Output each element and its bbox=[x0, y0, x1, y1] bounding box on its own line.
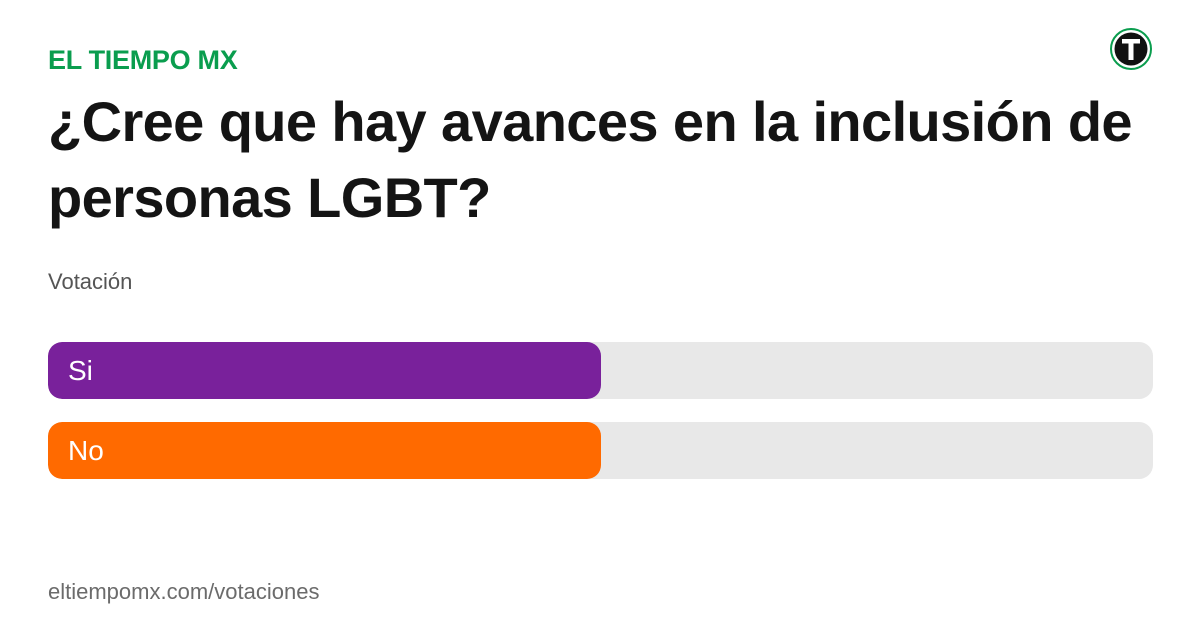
footer-link[interactable]: eltiempomx.com/votaciones bbox=[48, 579, 320, 604]
poll-option-label: Si bbox=[68, 355, 93, 386]
poll-type-label: Votación bbox=[48, 269, 133, 294]
poll-option-label: No bbox=[68, 435, 104, 466]
poll-question: ¿Cree que hay avances en la inclusión de… bbox=[48, 90, 1133, 229]
el-tiempo-logo-icon bbox=[1110, 28, 1152, 70]
logo-letter-stem bbox=[1128, 39, 1134, 60]
poll-option-si[interactable]: Si bbox=[48, 342, 1153, 399]
brand-name: EL TIEMPO MX bbox=[48, 45, 238, 75]
poll-option-fill bbox=[48, 342, 601, 399]
poll-options: Si No bbox=[48, 342, 1153, 502]
poll-option-no[interactable]: No bbox=[48, 422, 1153, 479]
poll-option-fill bbox=[48, 422, 601, 479]
